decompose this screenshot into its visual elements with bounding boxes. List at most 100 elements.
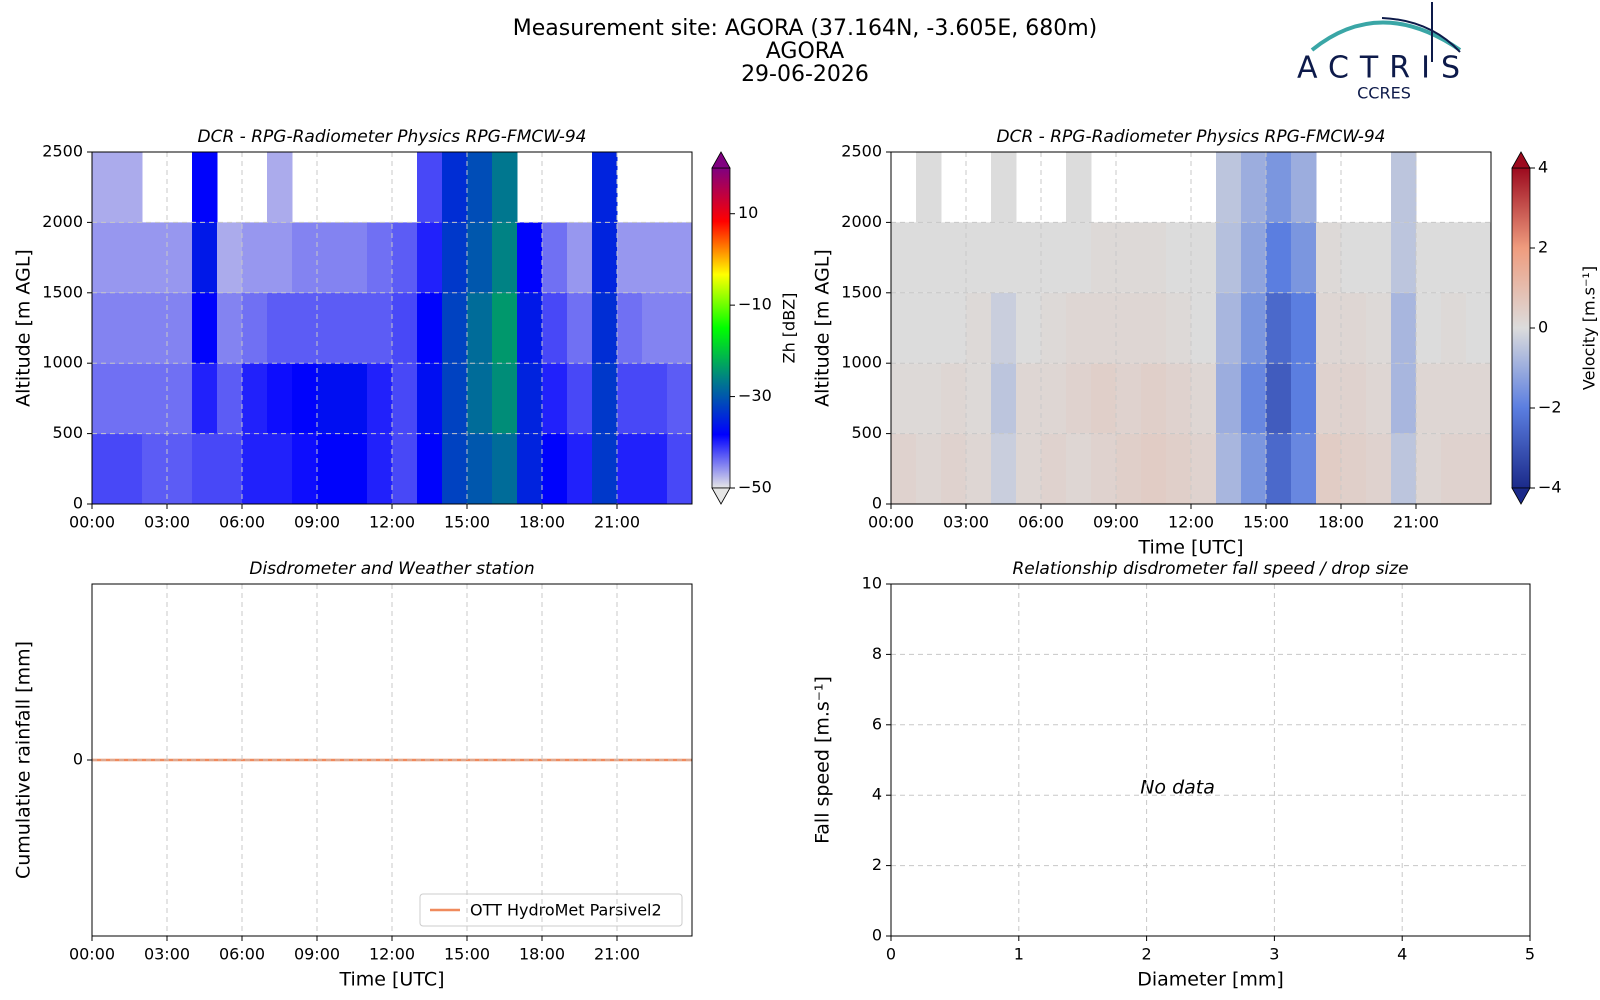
- heat-cell: [292, 222, 318, 293]
- heat-cell: [1241, 222, 1267, 293]
- x-tick-label: 09:00: [1093, 513, 1139, 532]
- y-tick-label: 1500: [841, 282, 882, 301]
- heat-cell: [1241, 152, 1267, 223]
- colorbar-extend-top: [1511, 151, 1531, 169]
- heat-cell: [617, 292, 643, 364]
- heat-cell: [1141, 363, 1167, 434]
- x-tick-label: 15:00: [1243, 513, 1289, 532]
- chart-title: Disdrometer and Weather station: [249, 559, 534, 579]
- heat-cell: [117, 152, 143, 223]
- colorbar-tick-label: 4: [1538, 158, 1548, 177]
- heat-cell: [92, 363, 118, 434]
- heat-cell: [442, 222, 468, 293]
- colorbar-extend-bottom: [1511, 487, 1531, 505]
- heat-cell: [1241, 363, 1267, 434]
- heat-cell: [966, 433, 992, 504]
- heat-cell: [417, 292, 443, 364]
- heat-cell: [192, 152, 218, 223]
- heat-cell: [1066, 152, 1092, 223]
- heat-cell: [442, 433, 468, 504]
- heat-cell: [1341, 222, 1367, 293]
- heat-cell: [467, 433, 493, 504]
- heat-cell: [1141, 292, 1167, 364]
- heat-cell: [1116, 222, 1142, 293]
- heat-cell: [567, 433, 593, 504]
- heat-cell: [242, 433, 268, 504]
- heat-cell: [1441, 363, 1467, 434]
- heat-cell: [392, 292, 418, 364]
- colorbar-tick-label: 0: [1538, 318, 1548, 337]
- y-tick-label: 6: [872, 714, 882, 733]
- x-tick-label: 12:00: [369, 513, 415, 532]
- heat-cell: [117, 292, 143, 364]
- x-tick-label: 03:00: [943, 513, 989, 532]
- heat-cell: [1391, 292, 1417, 364]
- x-tick-label: 00:00: [69, 513, 115, 532]
- heat-cell: [1416, 292, 1442, 364]
- y-tick-label: 2000: [841, 212, 882, 231]
- colorbar-tick-label: 10: [738, 203, 758, 222]
- heat-cell: [1041, 292, 1067, 364]
- heat-cell: [617, 363, 643, 434]
- heat-cell: [567, 292, 593, 364]
- logo-subname: CCRES: [1357, 84, 1411, 103]
- heat-cell: [1216, 152, 1242, 223]
- heat-cell: [267, 292, 293, 364]
- heat-cell: [117, 363, 143, 434]
- heat-cell: [217, 292, 243, 364]
- y-axis-label: Fall speed [m.s⁻¹]: [812, 676, 834, 844]
- colorbar-tick-label: −50: [738, 478, 772, 497]
- x-tick-label: 03:00: [144, 945, 190, 964]
- heat-cell: [492, 433, 518, 504]
- x-tick-label: 18:00: [519, 513, 565, 532]
- heat-cell: [1041, 433, 1067, 504]
- heat-cell: [991, 152, 1017, 223]
- heat-cell: [667, 292, 693, 364]
- heat-cell: [242, 292, 268, 364]
- heat-cell: [117, 222, 143, 293]
- heat-cell: [192, 292, 218, 364]
- heat-cell: [417, 152, 443, 223]
- x-tick-label: 21:00: [1393, 513, 1439, 532]
- heat-cell: [517, 222, 543, 293]
- heat-cell: [991, 363, 1017, 434]
- x-tick-label: 5: [1525, 945, 1535, 964]
- heat-cell: [1066, 222, 1092, 293]
- heat-cell: [142, 433, 168, 504]
- heat-cell: [1416, 363, 1442, 434]
- heat-cell: [1316, 363, 1342, 434]
- heat-cell: [1016, 433, 1042, 504]
- heat-cell: [1466, 222, 1492, 293]
- heat-cell: [966, 292, 992, 364]
- heat-cell: [1441, 222, 1467, 293]
- heat-cell: [916, 433, 942, 504]
- heat-cell: [1116, 433, 1142, 504]
- logo-name: ACTRIS: [1297, 51, 1471, 86]
- header-site: AGORA: [766, 39, 844, 64]
- x-tick-label: 21:00: [594, 513, 640, 532]
- x-tick-label: 0: [886, 945, 896, 964]
- heat-cell: [941, 363, 967, 434]
- logo-arc: [1310, 20, 1462, 52]
- chart-title: DCR - RPG-Radiometer Physics RPG-FMCW-94: [997, 127, 1386, 147]
- plot-frame: [890, 151, 1492, 505]
- heat-cell: [1266, 152, 1292, 223]
- heat-cell: [1341, 433, 1367, 504]
- x-tick-label: 3: [1269, 945, 1279, 964]
- heat-cell: [192, 363, 218, 434]
- heat-cell: [916, 222, 942, 293]
- heat-cell: [667, 433, 693, 504]
- heat-cell: [1066, 363, 1092, 434]
- heat-cell: [617, 433, 643, 504]
- heat-cell: [1216, 363, 1242, 434]
- heat-cell: [517, 363, 543, 434]
- heat-cell: [517, 433, 543, 504]
- y-tick-label: 2: [872, 855, 882, 874]
- heat-cell: [1316, 292, 1342, 364]
- heat-cell: [642, 363, 668, 434]
- heat-cell: [1391, 433, 1417, 504]
- heat-cell: [1166, 363, 1192, 434]
- heat-cell: [1016, 363, 1042, 434]
- heat-cell: [1366, 222, 1392, 293]
- heat-cell: [542, 292, 568, 364]
